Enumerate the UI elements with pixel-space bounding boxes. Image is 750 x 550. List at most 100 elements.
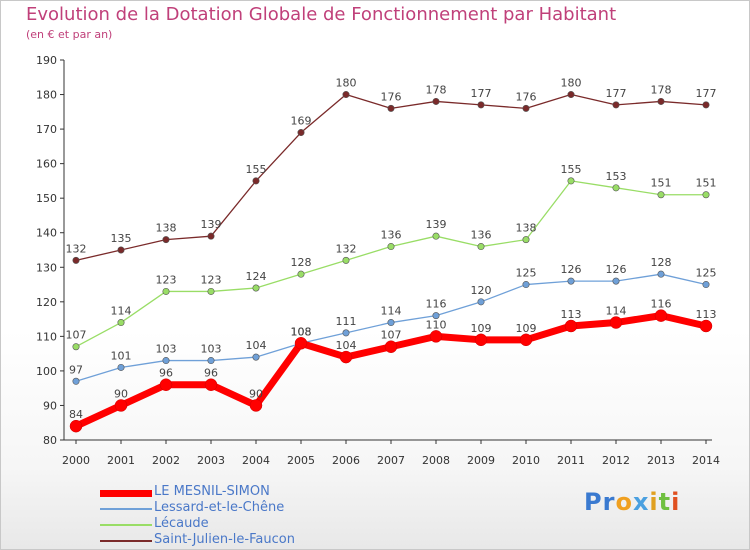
data-point <box>297 129 305 137</box>
proxiti-logo: Proxiti <box>584 488 680 516</box>
x-tick-label: 2001 <box>107 454 135 467</box>
series-line <box>75 273 707 382</box>
data-point <box>387 104 395 112</box>
data-point <box>294 337 308 350</box>
logo-letter: o <box>615 488 633 516</box>
data-label: 136 <box>381 229 402 242</box>
data-point <box>522 104 530 112</box>
data-label: 126 <box>606 263 627 276</box>
x-tick-label: 2003 <box>197 454 225 467</box>
y-tick-label: 130 <box>36 261 57 274</box>
legend-item: Saint-Julien-le-Faucon <box>100 532 360 549</box>
data-label: 96 <box>159 367 173 380</box>
legend-item: Lessard-et-le-Chêne <box>100 500 360 517</box>
data-label: 136 <box>471 229 492 242</box>
data-point <box>474 333 488 347</box>
data-point <box>657 97 665 105</box>
y-tick-label: 170 <box>36 123 57 136</box>
x-tick-label: 2007 <box>377 454 405 467</box>
data-point <box>339 350 353 364</box>
logo-letter: x <box>632 488 650 516</box>
data-point <box>252 177 260 185</box>
data-label: 108 <box>291 325 312 338</box>
y-tick-label: 100 <box>36 365 57 378</box>
data-label: 178 <box>426 83 447 96</box>
x-tick-label: 2013 <box>647 454 675 467</box>
data-label: 125 <box>516 267 537 280</box>
data-label: 114 <box>111 305 132 318</box>
data-label: 90 <box>114 387 128 400</box>
data-point <box>114 399 128 412</box>
data-point <box>72 377 80 385</box>
data-label: 90 <box>249 387 263 400</box>
data-point <box>702 101 710 109</box>
logo-letter: P <box>584 488 603 516</box>
data-label: 132 <box>66 242 87 255</box>
data-label: 155 <box>246 163 267 176</box>
data-label: 124 <box>246 270 267 283</box>
data-point <box>159 378 173 391</box>
logo-letter: t <box>658 488 672 516</box>
data-label: 114 <box>381 305 402 318</box>
data-label: 104 <box>246 339 267 352</box>
y-tick-label: 120 <box>36 296 57 309</box>
data-point <box>117 363 125 371</box>
logo-letter: i <box>671 488 681 516</box>
data-label: 180 <box>561 77 582 90</box>
data-label: 101 <box>111 349 132 362</box>
data-label: 139 <box>201 218 222 231</box>
data-point <box>72 343 80 351</box>
data-point <box>207 357 215 365</box>
data-label: 126 <box>561 263 582 276</box>
x-tick-label: 2008 <box>422 454 450 467</box>
data-point <box>522 236 530 244</box>
x-tick-label: 2011 <box>557 454 585 467</box>
data-point <box>252 284 260 292</box>
data-label: 116 <box>426 298 447 311</box>
data-point <box>429 330 443 343</box>
data-point <box>162 287 170 295</box>
y-tick-label: 140 <box>36 227 57 240</box>
data-label: 110 <box>426 318 447 331</box>
legend-swatch <box>100 524 152 526</box>
data-label: 97 <box>69 363 83 376</box>
legend: LE MESNIL-SIMON Lessard-et-le-Chêne Lécaud… <box>100 484 360 549</box>
data-point <box>477 101 485 109</box>
data-label: 177 <box>471 87 492 100</box>
data-label: 109 <box>516 322 537 335</box>
data-point <box>162 357 170 365</box>
data-point <box>387 243 395 251</box>
x-tick-label: 2014 <box>692 454 720 467</box>
data-point <box>432 232 440 240</box>
data-point <box>612 184 620 192</box>
data-point <box>612 277 620 285</box>
data-point <box>342 329 350 337</box>
data-label: 103 <box>156 343 177 356</box>
data-label: 151 <box>696 177 717 190</box>
legend-label: Saint-Julien-le-Faucon <box>154 532 295 547</box>
y-tick-label: 160 <box>36 158 57 171</box>
x-tick-label: 2000 <box>62 454 90 467</box>
data-point <box>522 281 530 289</box>
data-point <box>567 91 575 99</box>
data-label: 135 <box>111 232 132 245</box>
y-tick-label: 110 <box>36 330 57 343</box>
logo-letter: r <box>602 488 616 516</box>
data-point <box>207 287 215 295</box>
data-point <box>519 333 533 347</box>
data-label: 153 <box>606 170 627 183</box>
legend-label: Lessard-et-le-Chêne <box>154 500 285 515</box>
data-point <box>702 281 710 289</box>
data-label: 107 <box>381 329 402 342</box>
data-label: 128 <box>291 256 312 269</box>
data-point <box>702 191 710 199</box>
data-label: 120 <box>471 284 492 297</box>
data-point <box>342 256 350 264</box>
data-label: 177 <box>606 87 627 100</box>
data-label: 128 <box>651 256 672 269</box>
data-label: 113 <box>561 308 582 321</box>
y-tick-label: 80 <box>43 434 57 447</box>
data-label: 96 <box>204 367 218 380</box>
